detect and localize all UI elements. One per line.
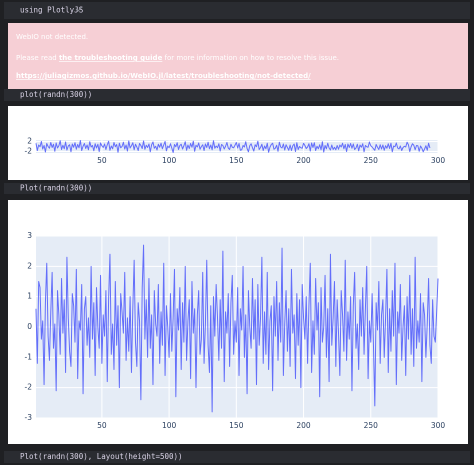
x-tick-label: 250: [364, 421, 379, 430]
y-tick-label: 3: [27, 231, 32, 240]
x-tick-label: 200: [296, 156, 311, 165]
y-tick-label: -2: [25, 383, 33, 392]
x-tick-label: 50: [97, 421, 107, 430]
x-tick-label: 300: [431, 421, 446, 430]
text: Please read: [16, 54, 57, 62]
code-cell: [4, 183, 470, 194]
link[interactable]: the troubleshooting guide: [59, 54, 163, 62]
y-tick-label: 2: [27, 261, 32, 270]
y-tick-label: -2: [25, 147, 33, 156]
line: [35, 140, 431, 153]
line: [35, 244, 439, 413]
x-tick-label: 150: [229, 156, 244, 165]
code: using PlotlyJS: [20, 6, 84, 15]
y-tick-label: 0: [27, 322, 32, 331]
x-tick-label: 200: [296, 421, 311, 430]
check-icon: [75, 6, 83, 12]
x-tick-label: 50: [97, 156, 107, 165]
code: plot(randn(300)): [20, 90, 92, 99]
code: Plot(randn(300), Layout(height=500)): [20, 452, 183, 461]
code-cell: [4, 2, 470, 19]
x-tick-label: 100: [162, 421, 177, 430]
text: for more information on how to resolve t…: [165, 54, 339, 62]
warning-box: [8, 23, 468, 89]
x-tick-label: 150: [229, 421, 244, 430]
y-tick-label: -3: [25, 413, 33, 422]
y-tick-label: -1: [25, 352, 33, 361]
warning-text: Please read the troubleshooting guide fo…: [16, 54, 339, 62]
code-cell: [4, 89, 470, 101]
warning-title: WebIO not detected.: [16, 33, 88, 41]
y-tick-label: 1: [27, 292, 32, 301]
y-tick-label: 2: [27, 137, 32, 146]
x-tick-label: 250: [364, 156, 379, 165]
code: Plot(randn(300)): [20, 184, 92, 193]
x-tick-label: 300: [431, 156, 446, 165]
url[interactable]: https://juliagizmos.github.io/WebIO.jl/l…: [16, 72, 311, 80]
x-tick-label: 100: [162, 156, 177, 165]
code-cell: [4, 451, 470, 463]
